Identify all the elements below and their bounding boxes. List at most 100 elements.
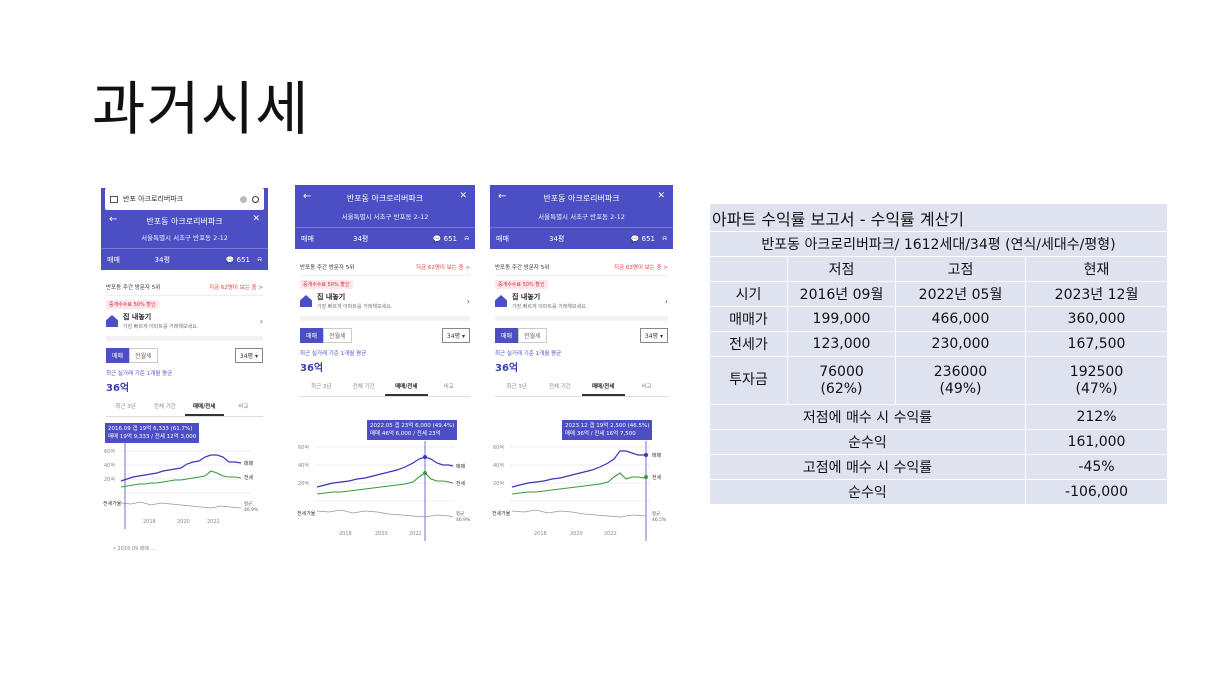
pill-trade[interactable]: 매매 [495, 328, 519, 343]
chart-tab-compare[interactable]: 비교 [238, 404, 249, 410]
avg-price: 36억 [300, 363, 324, 374]
pill-trade[interactable]: 매매 [106, 348, 130, 363]
bell-icon[interactable]: ⍾ [257, 255, 263, 263]
pill-rent[interactable]: 전월세 [129, 348, 158, 363]
tab-trade[interactable]: 매매 [496, 234, 509, 243]
visit-rank: 반포동 주간 방문자 5위 [495, 265, 550, 271]
phone-screenshot-1: 반포 아크로리버파크 ← 반포동 아크로리버파크 ✕ 서울특별시 서초구 반포동… [101, 185, 268, 552]
bell-icon[interactable]: ⍾ [464, 234, 469, 242]
tab-trade[interactable]: 매매 [301, 234, 314, 243]
avg-label: 최근 실거래 기준 1개월 평균 [495, 351, 562, 357]
report-subtitle: 반포동 아크로리버파크/ 1612세대/34평 (연식/세대수/평형) [708, 231, 1169, 257]
chart-tab-all[interactable]: 전체 기간 [548, 384, 571, 390]
viewers-link[interactable]: 지금 62명이 보는 중 > [415, 265, 470, 271]
pill-rent[interactable]: 전월세 [518, 328, 547, 343]
summary-row: 순수익 -106,000 [709, 479, 1169, 505]
phone-screenshot-2: ← 반포동 아크로리버파크 ✕ 서울특별시 서초구 반포동 2-12 매매 34… [295, 185, 475, 548]
apt-address: 서울특별시 서초구 반포동 2-12 [141, 234, 228, 242]
y-tick: 40억 [493, 462, 504, 469]
y-tick: 60억 [298, 444, 309, 451]
size-select[interactable]: 34평 ▾ [441, 328, 470, 343]
chart-tab-trade-rent[interactable]: 매매/전세 [385, 378, 428, 396]
visit-rank: 반포동 주간 방문자 5위 [106, 285, 161, 291]
tab-size[interactable]: 34평 [154, 255, 171, 264]
pill-rent[interactable]: 전월세 [323, 328, 352, 343]
ratio-line [316, 509, 454, 518]
col-low: 저점 [787, 256, 896, 282]
yield-report-table: 아파트 수익률 보고서 - 수익률 계산기 반포동 아크로리버파크/ 1612세… [708, 203, 1169, 505]
legend-rent: 전세 [652, 474, 662, 481]
price-chart[interactable]: 60억 40억 20억 매매 전세 전세가율 평균 46.5% 2018 202… [490, 441, 673, 541]
price-tooltip: 2023.12 갭 19억 2,500 (46.5%) 매매 36억 / 전세 … [562, 420, 653, 440]
chart-tab-3y[interactable]: 최근 3년 [506, 384, 527, 390]
chart-tab-3y[interactable]: 최근 3년 [115, 404, 136, 410]
rent-point [644, 475, 648, 479]
chevron-right-icon: › [259, 316, 263, 326]
close-icon[interactable]: ✕ [459, 191, 467, 201]
list-home-cta[interactable]: 집 내놓기 가장 빠르게 아파트를 거래해보세요. › [300, 289, 470, 321]
viewers-link[interactable]: 지금 62명이 보는 중 > [208, 285, 263, 291]
legend-rent: 전세 [244, 474, 254, 481]
chart-tab-trade-rent[interactable]: 매매/전세 [581, 378, 625, 396]
x-tick: 2020 [570, 531, 583, 537]
house-icon [106, 315, 118, 327]
legend-ratio: 전세가율 [103, 500, 122, 507]
back-arrow-icon[interactable]: ← [109, 214, 118, 225]
chart-tab-all[interactable]: 전체 기간 [352, 384, 375, 390]
price-chart[interactable]: 60억 40억 20억 매매 전세 전세가율 평균 46.9% 2018 202… [295, 441, 475, 541]
header-tabs: 매매 34평 💬 651 ⍾ [101, 248, 268, 270]
comment-count[interactable]: 💬 651 [225, 255, 251, 264]
bell-icon[interactable]: ⍾ [662, 234, 667, 242]
ratio-avg-value: 46.9% [456, 517, 471, 523]
clear-icon[interactable] [240, 195, 247, 203]
chart-tab-all[interactable]: 전체 기간 [153, 404, 176, 410]
list-home-cta[interactable]: 집 내놓기 가장 빠르게 아파트를 거래해보세요. › [495, 289, 668, 321]
summary-row: 고점에 매수 시 수익률 -45% [709, 454, 1169, 480]
tab-size[interactable]: 34평 [353, 234, 369, 243]
table-row: 전세가 123,000 230,000 167,500 [709, 331, 1169, 357]
tab-trade[interactable]: 매매 [107, 255, 120, 264]
close-icon[interactable]: ✕ [657, 191, 665, 201]
row-label: 시기 [709, 281, 788, 307]
legend-ratio: 전세가율 [297, 510, 316, 517]
apt-address: 서울특별시 서초구 반포동 2-12 [538, 213, 625, 221]
comment-count[interactable]: 💬 651 [432, 234, 457, 243]
size-select[interactable]: 34평 ▾ [639, 328, 668, 343]
legend-ratio: 전세가율 [492, 510, 511, 517]
avg-price: 36억 [106, 383, 130, 394]
comment-count[interactable]: 💬 651 [630, 234, 655, 243]
list-home-cta[interactable]: 집 내놓기 가장 빠르게 아파트를 거래해보세요. › [106, 309, 263, 341]
viewers-link[interactable]: 지금 63명이 보는 중 > [613, 265, 668, 271]
back-arrow-icon[interactable]: ← [498, 191, 507, 202]
house-icon [300, 295, 312, 307]
search-bar[interactable]: 반포 아크로리버파크 [105, 188, 264, 210]
ratio-avg-value: 46.9% [244, 507, 259, 513]
chart-tab-compare[interactable]: 비교 [641, 384, 652, 390]
y-tick: 60억 [104, 448, 115, 455]
chart-tab-trade-rent[interactable]: 매매/전세 [184, 398, 224, 416]
pill-trade[interactable]: 매매 [300, 328, 324, 343]
legend-trade: 매매 [244, 460, 254, 467]
price-chart[interactable]: 60억 40억 20억 매매 전세 전세가율 평균 46.9% 2018 202… [101, 443, 268, 529]
chart-tab-compare[interactable]: 비교 [443, 384, 454, 390]
chart-tabs: 최근 3년 전체 기간 매매/전세 비교 [495, 378, 668, 397]
back-arrow-icon[interactable]: ← [303, 191, 312, 202]
chart-tab-3y[interactable]: 최근 3년 [311, 384, 332, 390]
discount-badge: 중개수수료 50% 할인 [300, 280, 353, 289]
y-tick: 20억 [104, 476, 115, 483]
apt-name: 반포동 아크로리버파크 [543, 193, 620, 203]
size-select[interactable]: 34평 ▾ [234, 348, 263, 363]
search-icon[interactable] [252, 195, 259, 203]
col-current: 현재 [1024, 256, 1169, 282]
table-row: 매매가 199,000 466,000 360,000 [709, 306, 1169, 332]
list-footer: • 2016.09 매매 ... [113, 546, 156, 552]
header-tabs: 매매 34평 💬 651 ⍾ [490, 227, 673, 249]
row-label: 매매가 [709, 306, 788, 332]
x-tick: 2018 [534, 531, 547, 537]
tab-size[interactable]: 34평 [549, 234, 565, 243]
ratio-avg-label: 평균 [456, 510, 464, 517]
x-tick: 2020 [177, 519, 190, 525]
rent-line [120, 470, 242, 488]
visit-rank: 반포동 주간 방문자 5위 [300, 265, 355, 271]
close-icon[interactable]: ✕ [252, 214, 260, 224]
